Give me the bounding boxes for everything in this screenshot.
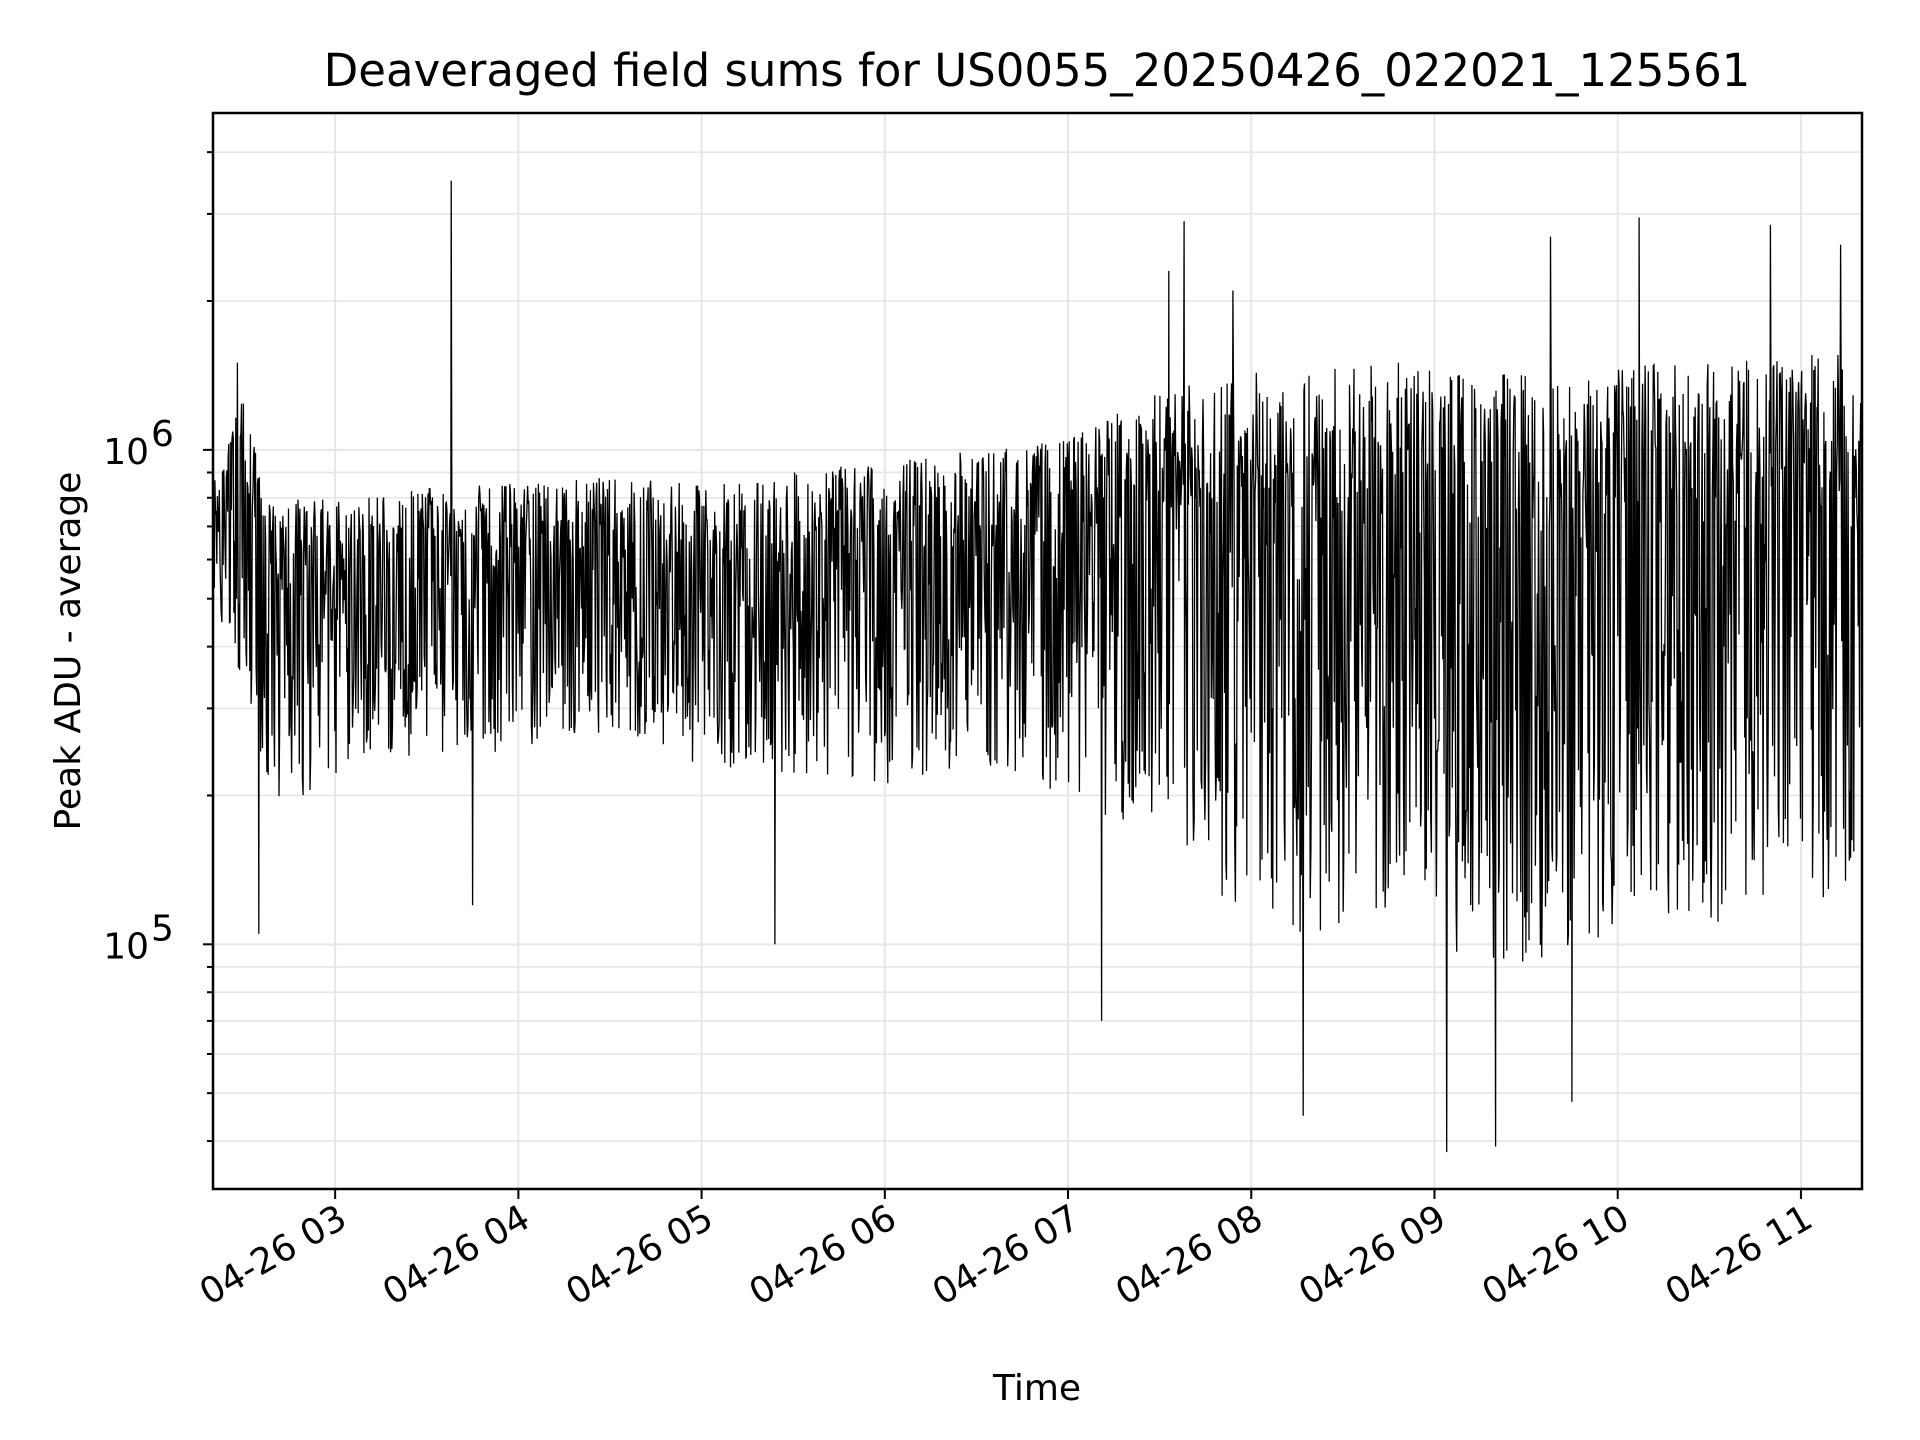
series-line bbox=[212, 180, 1863, 1153]
y-tick-exponent: 6 bbox=[151, 414, 174, 455]
y-axis-label: Peak ADU - average bbox=[48, 472, 89, 831]
y-tick-label: 10 bbox=[103, 926, 149, 967]
y-tick-label: 10 bbox=[103, 432, 149, 473]
x-axis-label: Time bbox=[992, 1368, 1081, 1409]
data-series bbox=[212, 180, 1863, 1153]
y-tick-exponent: 5 bbox=[151, 908, 174, 949]
plot-frame bbox=[211, 111, 1864, 1191]
chart-title: Deaveraged field sums for US0055_2025042… bbox=[324, 44, 1751, 97]
